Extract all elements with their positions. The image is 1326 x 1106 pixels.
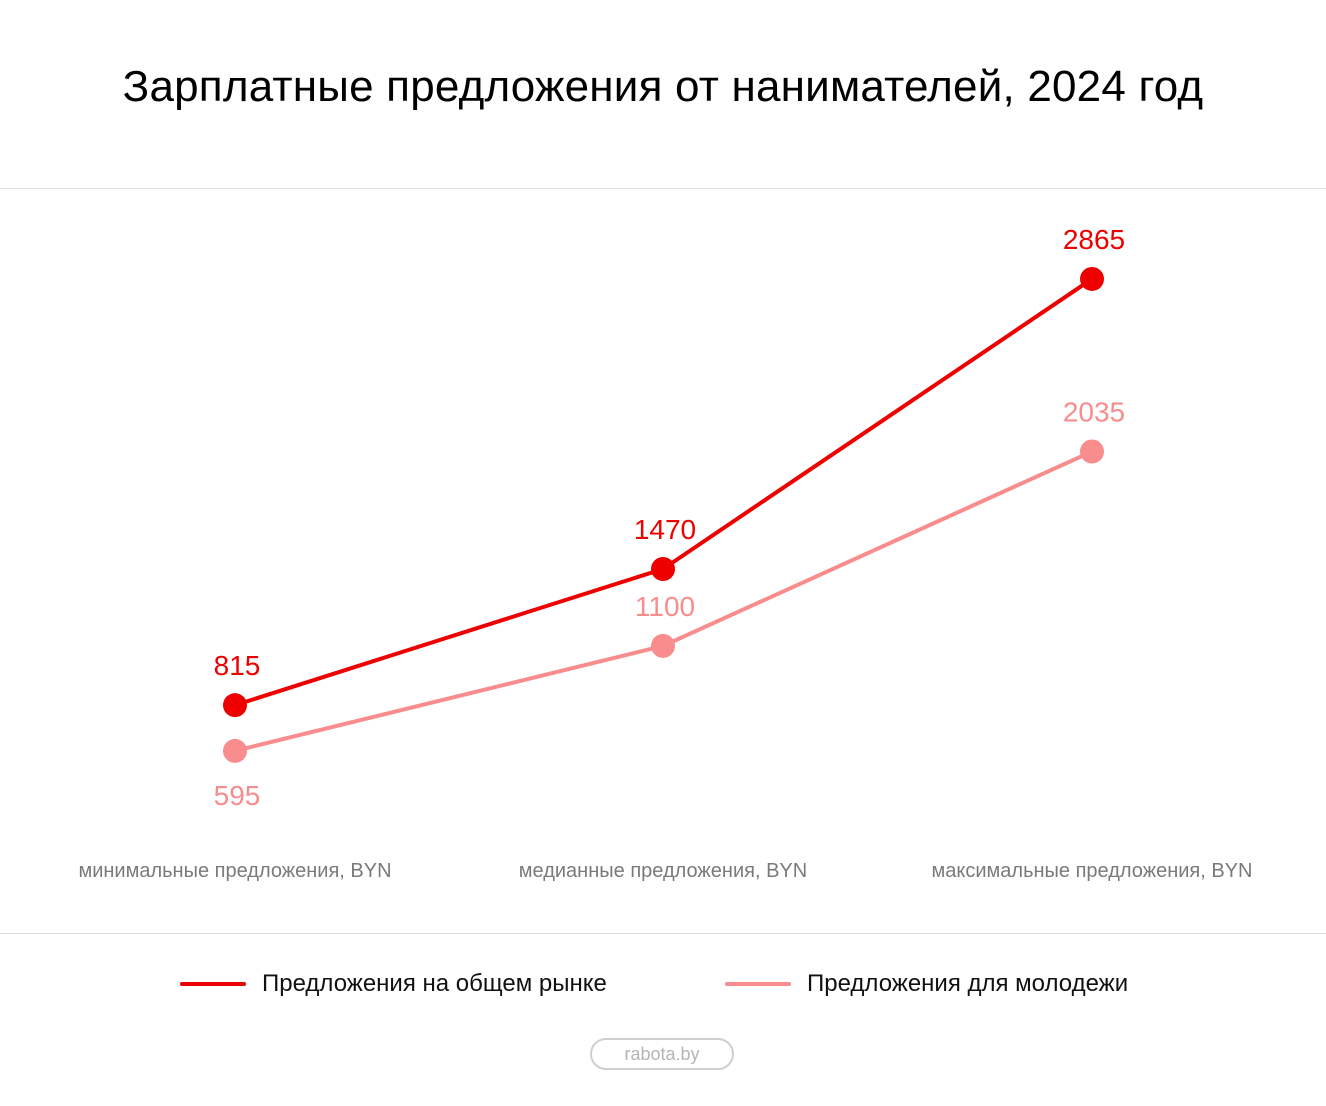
data-label-general-max: 2865: [1063, 224, 1125, 255]
legend-swatch-general: [180, 982, 246, 986]
top-divider: [0, 188, 1326, 189]
point-youth-max: [1080, 439, 1104, 464]
legend-label-youth: Предложения для молодежи: [807, 970, 1129, 997]
data-label-youth-median: 1100: [635, 591, 695, 622]
legend-item-youth: Предложения для молодежи: [725, 970, 1128, 998]
data-label-general-median: 1470: [634, 514, 696, 545]
line-chart: 815 1470 2865 595 1100 2035: [214, 224, 1126, 811]
point-general-min: [223, 693, 247, 718]
data-label-youth-min: 595: [214, 780, 261, 811]
category-label-median: медианные предложения, BYN: [518, 860, 808, 882]
data-label-youth-max: 2035: [1063, 397, 1125, 428]
chart-title: Зарплатные предложения от нанимателей, 2…: [122, 62, 1204, 111]
point-general-median: [651, 556, 675, 581]
legend-label-general: Предложения на общем рынке: [262, 970, 607, 997]
source-badge[interactable]: rabota.by: [590, 1038, 734, 1070]
legend-item-general: Предложения на общем рынке: [180, 970, 607, 998]
point-youth-min: [223, 738, 247, 763]
point-youth-median: [651, 633, 675, 658]
data-label-general-min: 815: [214, 650, 261, 681]
category-label-max: максимальные предложения, BYN: [931, 860, 1253, 882]
legend-swatch-youth: [725, 982, 791, 986]
category-label-min: минимальные предложения, BYN: [78, 860, 392, 882]
bottom-divider: [0, 933, 1326, 934]
point-general-max: [1080, 266, 1104, 291]
